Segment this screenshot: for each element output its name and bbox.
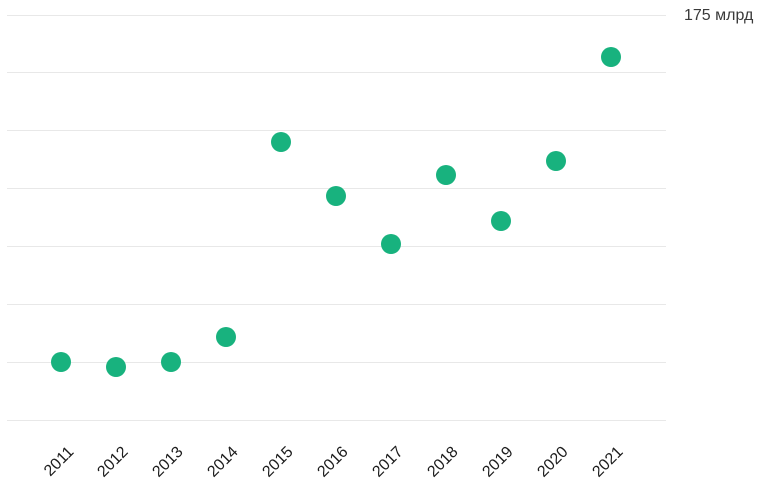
x-tick-label-2011: 2011 bbox=[40, 443, 78, 480]
gridline bbox=[7, 419, 666, 421]
gridline bbox=[7, 72, 666, 74]
x-tick-label-2021: 2021 bbox=[589, 443, 628, 481]
gridline bbox=[7, 245, 666, 247]
data-point-2015 bbox=[271, 132, 291, 153]
data-point-2019 bbox=[491, 210, 511, 231]
data-point-2014 bbox=[216, 326, 236, 347]
x-tick-label-2016: 2016 bbox=[314, 443, 353, 481]
data-point-2011 bbox=[51, 352, 71, 373]
data-point-2021 bbox=[601, 46, 621, 67]
gridline bbox=[7, 130, 666, 132]
data-point-2012 bbox=[106, 356, 126, 377]
y-max-annotation: 175 млрд bbox=[684, 7, 754, 24]
x-tick-label-2018: 2018 bbox=[424, 443, 463, 481]
x-tick-label-2012: 2012 bbox=[94, 443, 133, 481]
data-point-2020 bbox=[546, 150, 566, 171]
x-tick-label-2017: 2017 bbox=[369, 443, 408, 481]
x-tick-label-2019: 2019 bbox=[479, 443, 518, 481]
data-point-2017 bbox=[381, 234, 401, 255]
data-point-2018 bbox=[436, 164, 456, 185]
gridline bbox=[7, 14, 666, 16]
x-tick-label-2013: 2013 bbox=[149, 443, 188, 481]
data-point-2016 bbox=[326, 185, 346, 206]
x-tick-label-2020: 2020 bbox=[534, 443, 573, 481]
gridline bbox=[7, 361, 666, 363]
x-tick-label-2014: 2014 bbox=[204, 443, 243, 481]
data-point-2013 bbox=[161, 352, 181, 373]
gridline bbox=[7, 303, 666, 305]
x-tick-label-2015: 2015 bbox=[259, 443, 298, 481]
